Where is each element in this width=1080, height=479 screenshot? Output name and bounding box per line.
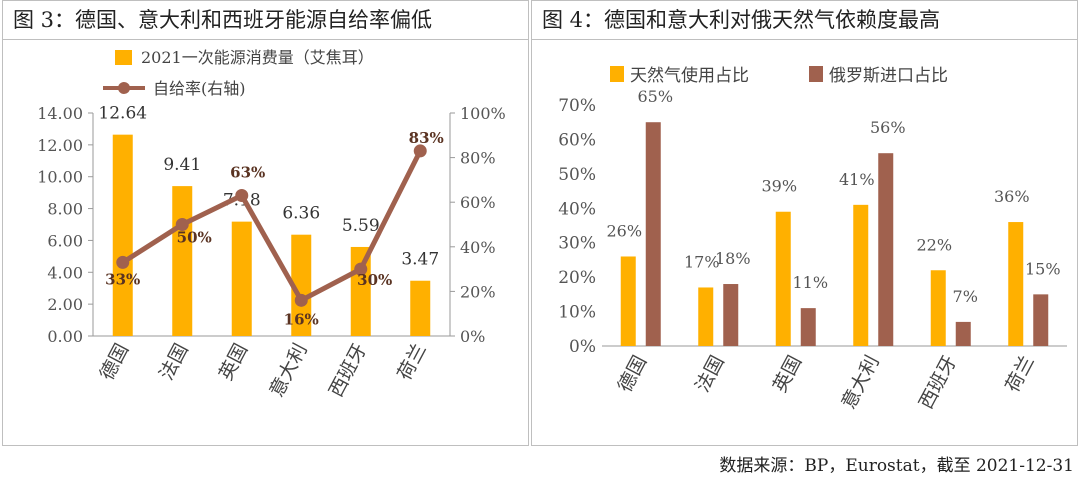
bar-russia-import xyxy=(800,308,816,346)
bar-energy-consumption xyxy=(231,221,252,336)
bar-gas-share xyxy=(853,204,869,346)
x-tick-label: 荷兰 xyxy=(1001,352,1038,396)
bar-gas-share xyxy=(930,270,946,346)
x-tick-label: 德国 xyxy=(614,352,651,396)
data-label-energy-consumption: 12.64 xyxy=(98,104,147,124)
point-self-sufficiency xyxy=(413,144,427,158)
x-tick-label: 德国 xyxy=(96,340,133,384)
data-label-gas-share: 26% xyxy=(606,221,642,240)
line-self-sufficiency xyxy=(121,149,423,303)
data-label-energy-consumption: 3.47 xyxy=(401,250,439,270)
bar-gas-share xyxy=(775,211,791,346)
y-tick-label-left: 8.00 xyxy=(47,200,83,219)
bar-gas-share xyxy=(698,287,714,346)
y-tick-label: 70% xyxy=(558,96,596,116)
y-tick-label-left: 10.00 xyxy=(37,168,83,187)
bar-energy-consumption xyxy=(172,186,193,336)
data-label-energy-consumption: 6.36 xyxy=(282,204,320,224)
bar-energy-consumption xyxy=(112,134,133,336)
data-label-russia-import: 7% xyxy=(953,287,978,306)
data-label-russia-import: 65% xyxy=(637,87,673,106)
x-tick-label: 法国 xyxy=(155,340,192,384)
y-tick-label: 50% xyxy=(558,165,596,185)
legend-swatch-russia-import xyxy=(809,66,823,82)
bar-russia-import xyxy=(723,284,739,346)
x-tick-label: 法国 xyxy=(691,352,728,396)
bar-energy-consumption xyxy=(410,280,431,336)
y-tick-label-left: 12.00 xyxy=(37,136,83,155)
x-tick-label: 英国 xyxy=(215,340,252,384)
data-label-energy-consumption: 9.41 xyxy=(163,155,201,175)
point-self-sufficiency xyxy=(116,255,130,269)
x-tick-label: 西班牙 xyxy=(915,352,961,413)
source-note: 数据来源：BP，Eurostat，截至 2021-12-31 xyxy=(719,456,1074,476)
chart-self-sufficiency: 2021一次能源消费量（艾焦耳） 自给率(右轴) 0.00 2.00 4.00 6.00 8… xyxy=(37,48,506,401)
legend-label-self-sufficiency: 自给率(右轴) xyxy=(153,79,246,98)
y-tick-label: 0% xyxy=(569,337,596,357)
legend-swatch-energy-consumption xyxy=(115,50,132,65)
y-tick-label-right: 80% xyxy=(460,149,496,168)
point-self-sufficiency xyxy=(294,293,308,307)
legend-label-russia-import: 俄罗斯进口占比 xyxy=(829,66,948,86)
y-tick-label: 40% xyxy=(558,199,596,219)
data-label-russia-import: 18% xyxy=(715,249,751,268)
y-tick-label-right: 20% xyxy=(460,282,496,301)
data-label-gas-share: 41% xyxy=(839,170,875,189)
data-label-self-sufficiency: 33% xyxy=(105,270,140,288)
data-label-self-sufficiency: 83% xyxy=(409,129,444,147)
y-tick-label: 20% xyxy=(558,268,596,288)
y-tick-label-right: 60% xyxy=(460,193,496,212)
y-tick-label: 10% xyxy=(558,303,596,323)
bar-gas-share xyxy=(620,256,636,346)
point-self-sufficiency xyxy=(235,189,249,203)
chart-gas-dependency: 天然气使用占比 俄罗斯进口占比 0% 10% 20% 30% 40% 50% 60% 70% 26%… xyxy=(558,65,1067,413)
bar-gas-share xyxy=(1008,222,1024,346)
y-tick-label-right: 0% xyxy=(460,327,485,346)
panel-title-right: 图 4：德国和意大利对俄天然气依赖度最高 xyxy=(532,1,1077,40)
y-tick-label-left: 14.00 xyxy=(37,104,83,123)
panel-title-left: 图 3：德国、意大利和西班牙能源自给率偏低 xyxy=(3,1,528,40)
point-self-sufficiency xyxy=(175,218,189,231)
data-label-russia-import: 15% xyxy=(1025,259,1061,278)
x-tick-label: 意大利 xyxy=(837,352,883,413)
legend-label-energy-consumption: 2021一次能源消费量（艾焦耳） xyxy=(141,48,374,67)
y-tick-label-left: 4.00 xyxy=(47,263,83,282)
x-tick-label: 西班牙 xyxy=(325,340,371,401)
bar-energy-consumption xyxy=(291,234,312,336)
legend-label-gas-share: 天然气使用占比 xyxy=(630,65,749,86)
data-label-gas-share: 36% xyxy=(994,187,1030,206)
y-tick-label-right: 40% xyxy=(460,238,496,257)
y-tick-label-left: 6.00 xyxy=(47,231,83,250)
y-tick-label-left: 2.00 xyxy=(47,295,83,314)
x-tick-label: 意大利 xyxy=(265,340,311,401)
x-tick-label: 英国 xyxy=(769,352,806,396)
chart-panel-gas-dependency: 图 4：德国和意大利对俄天然气依赖度最高 天然气使用占比 俄罗斯进口占比 0% 10%… xyxy=(531,0,1078,446)
data-label-self-sufficiency: 63% xyxy=(230,164,265,182)
data-label-russia-import: 56% xyxy=(870,118,906,137)
data-label-self-sufficiency: 30% xyxy=(357,271,392,289)
data-label-self-sufficiency: 16% xyxy=(284,310,319,328)
bar-russia-import xyxy=(1033,294,1049,346)
data-label-energy-consumption: 5.59 xyxy=(342,216,380,236)
y-tick-label-right: 100% xyxy=(460,104,506,123)
x-tick-label: 荷兰 xyxy=(393,340,430,384)
point-self-sufficiency xyxy=(354,262,368,276)
legend-marker-self-sufficiency xyxy=(118,82,130,94)
legend-swatch-gas-share xyxy=(610,66,624,82)
data-label-gas-share: 17% xyxy=(684,252,720,271)
bar-russia-import xyxy=(878,153,894,346)
bar-russia-import xyxy=(955,321,971,346)
data-label-self-sufficiency: 50% xyxy=(177,229,212,247)
chart-panel-self-sufficiency: 图 3：德国、意大利和西班牙能源自给率偏低 2021一次能源消费量（艾焦耳） 自给… xyxy=(2,0,529,446)
data-label-gas-share: 39% xyxy=(761,177,797,196)
y-tick-label-left: 0.00 xyxy=(47,327,83,346)
bar-russia-import xyxy=(645,122,661,346)
y-tick-label: 60% xyxy=(558,130,596,150)
data-label-russia-import: 11% xyxy=(792,273,828,292)
data-label-gas-share: 22% xyxy=(916,235,952,254)
y-tick-label: 30% xyxy=(558,234,596,254)
